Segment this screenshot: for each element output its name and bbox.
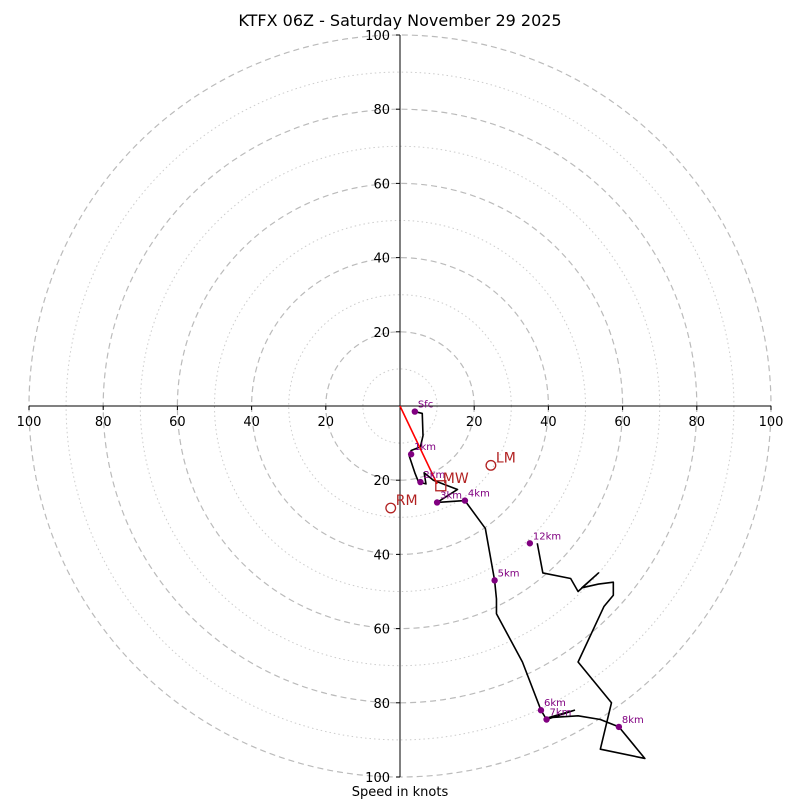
height-marker-point <box>615 723 623 731</box>
height-marker-point <box>417 478 424 486</box>
height-marker-label: 3km <box>440 490 462 501</box>
height-marker-label: 6km <box>544 698 566 709</box>
height-marker-label: 8km <box>622 715 644 726</box>
height-marker-label: 1km <box>414 442 436 453</box>
mean-wind-marker <box>435 480 447 492</box>
height-marker-label: Sfc <box>418 400 433 411</box>
height-marker-label: 4km <box>468 489 490 500</box>
y-tick-label: 60 <box>373 177 390 192</box>
x-tick-label: 20 <box>466 415 483 430</box>
height-marker-label: 5km <box>498 568 520 579</box>
x-tick-label: 20 <box>318 415 335 430</box>
height-marker-label: 2km <box>423 470 445 481</box>
height-marker-point <box>491 577 498 584</box>
y-tick-label: 80 <box>373 103 390 118</box>
y-tick-label: 60 <box>373 623 390 638</box>
x-tick-label: 80 <box>689 415 706 430</box>
height-marker-point <box>543 716 550 723</box>
height-marker-label: 7km <box>550 707 572 718</box>
height-marker-point <box>411 408 419 415</box>
y-tick-label: 40 <box>373 548 390 563</box>
storm-motion-marker <box>485 459 497 471</box>
height-marker-point <box>537 707 545 714</box>
x-axis-label: Speed in knots <box>352 785 449 800</box>
storm-motion-label: RM <box>396 493 418 509</box>
x-tick-label: 60 <box>614 415 631 430</box>
height-marker-point <box>407 451 415 458</box>
tick-labels: 100 80 60 40 20 20 40 60 80 100 100 80 60 40 20 20 40 60 8… <box>17 29 784 786</box>
y-tick-label: 80 <box>373 697 390 712</box>
x-tick-label: 80 <box>95 415 112 430</box>
x-tick-label: 100 <box>759 415 784 430</box>
x-tick-label: 60 <box>169 415 186 430</box>
chart-title: KTFX 06Z - Saturday November 29 2025 <box>238 11 561 30</box>
x-tick-label: 40 <box>243 415 260 430</box>
x-tick-label: 40 <box>540 415 557 430</box>
y-tick-label: 40 <box>373 252 390 267</box>
height-marker-point <box>433 499 441 506</box>
shear-vector <box>399 405 438 485</box>
x-tick-label: 100 <box>17 415 42 430</box>
y-tick-label: 100 <box>365 771 390 786</box>
mean-wind-label: MW <box>443 471 469 487</box>
height-marker-label: 12km <box>533 531 561 542</box>
hodograph-trace <box>408 410 646 760</box>
storm-motion-marker <box>385 502 397 514</box>
storm-motion-markers: RM LM MW <box>385 450 516 514</box>
height-marker-point <box>526 540 534 547</box>
y-tick-label: 20 <box>373 474 390 489</box>
y-tick-label: 20 <box>373 326 390 341</box>
storm-motion-label: LM <box>496 450 516 466</box>
height-marker-point <box>461 497 469 504</box>
y-tick-label: 100 <box>365 29 390 44</box>
hodograph-trace-group <box>399 405 646 760</box>
